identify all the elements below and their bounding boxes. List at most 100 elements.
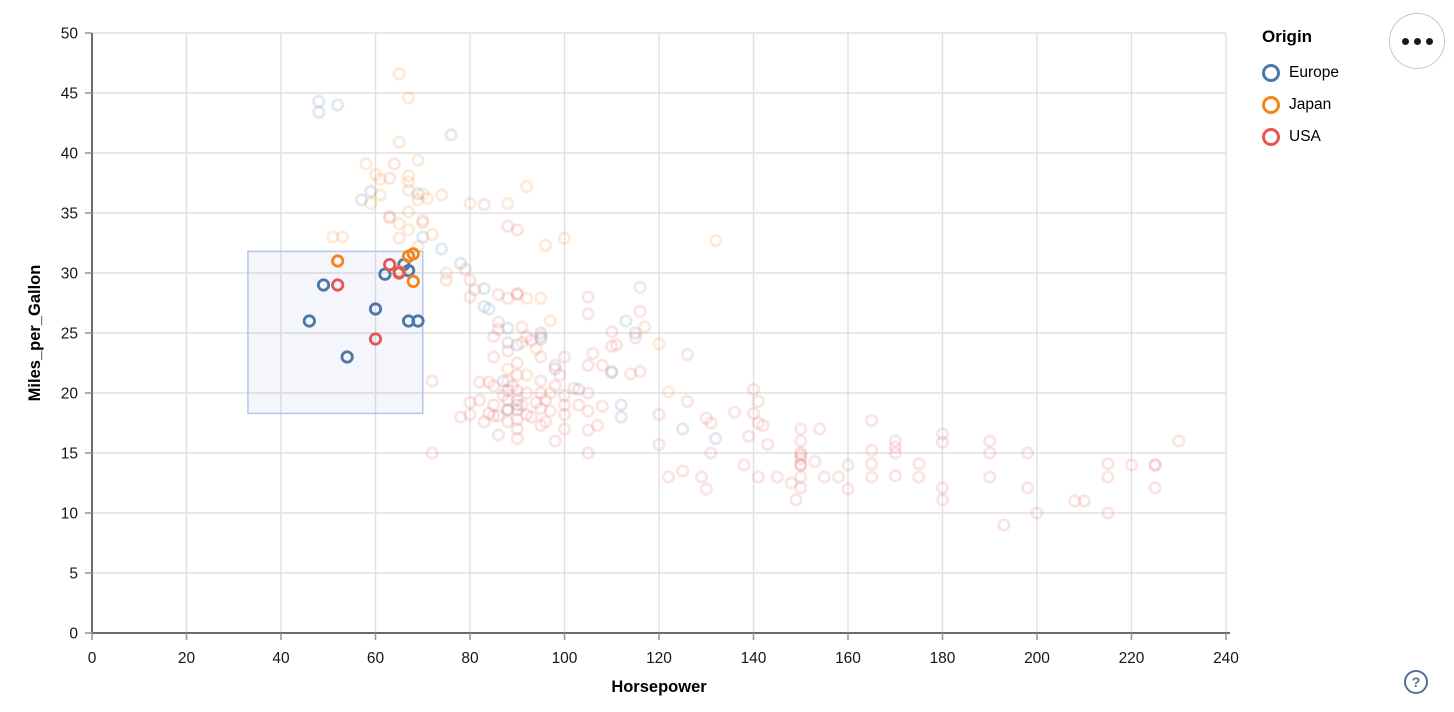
data-point [595,399,609,413]
data-point [680,394,694,408]
data-point [520,329,534,344]
data-point [652,337,666,351]
data-point [789,493,803,507]
data-point [784,476,798,490]
data-point [935,493,950,507]
ellipsis-dot-icon [1413,37,1421,45]
data-point [420,192,435,206]
data-point [557,407,572,422]
data-point [383,210,397,224]
options-menu-button[interactable] [1389,13,1445,69]
data-point [581,290,595,304]
data-point [354,193,368,207]
data-point [482,406,496,420]
data-point [742,429,756,443]
data-point [865,457,879,471]
data-point [794,481,808,495]
data-point [553,368,567,382]
data-point [983,434,997,448]
data-point [595,358,609,372]
ellipsis-dot-icon [1401,37,1409,45]
data-point [1172,434,1186,448]
data-point [704,446,718,460]
data-point [458,262,472,276]
data-point [694,470,709,484]
legend-item-japan: Japan [1262,89,1339,121]
data-point [676,422,690,436]
data-point [912,457,926,471]
data-point [411,314,425,328]
data-point [487,398,501,412]
help-button[interactable]: ? [1404,670,1428,694]
data-point [699,482,713,496]
data-point [501,219,515,233]
data-point [756,418,770,432]
data-point [543,314,557,328]
data-point [794,458,808,472]
data-point [865,470,879,484]
data-point [1030,506,1044,520]
data-point [529,341,543,356]
data-point [581,423,595,437]
data-point [538,238,553,252]
data-point [505,379,520,393]
x-tick-label: 20 [178,650,196,667]
y-tick-label: 5 [69,566,78,583]
data-point [463,273,477,287]
data-point [557,388,572,402]
data-point [1148,481,1162,495]
data-point [425,228,439,242]
data-point [538,415,553,429]
data-point [472,375,487,389]
data-point [865,413,879,428]
data-point [501,374,515,388]
data-point [581,404,595,418]
data-point [1020,446,1035,460]
data-point [383,257,397,272]
data-point [1101,470,1115,484]
data-point [368,332,383,346]
data-point [935,435,950,449]
data-point [520,180,534,194]
data-point [737,458,751,472]
data-point [510,398,524,412]
x-tick-label: 40 [272,650,290,667]
data-point [510,286,524,300]
data-point [401,91,416,105]
usa-symbol-icon [1262,128,1280,146]
data-point [416,213,430,227]
data-point [515,335,529,350]
data-point [435,188,449,202]
europe-symbol-icon [1262,64,1280,82]
data-point [624,367,638,381]
data-point [912,470,926,484]
y-tick-label: 15 [61,446,78,463]
data-point [543,404,557,418]
data-point [510,412,524,426]
data-point [567,381,581,395]
data-point [501,344,515,358]
y-axis-title: Miles_per_Gallon [26,265,44,402]
data-point [841,458,855,472]
data-point [401,205,416,219]
data-point [383,171,397,185]
data-point [392,266,406,280]
data-point [331,278,345,292]
data-point [496,374,510,388]
data-point [468,283,482,297]
data-point [841,482,855,496]
data-point [1068,494,1082,508]
data-point [411,153,425,167]
data-point [628,326,642,340]
data-point [373,188,387,202]
data-point [680,347,694,362]
data-point [817,470,831,484]
data-point [770,470,784,484]
data-point [709,234,723,248]
data-point [935,481,950,495]
brush-selection[interactable] [247,250,424,415]
data-point [633,280,647,294]
data-point [439,273,453,287]
data-point [392,67,406,81]
